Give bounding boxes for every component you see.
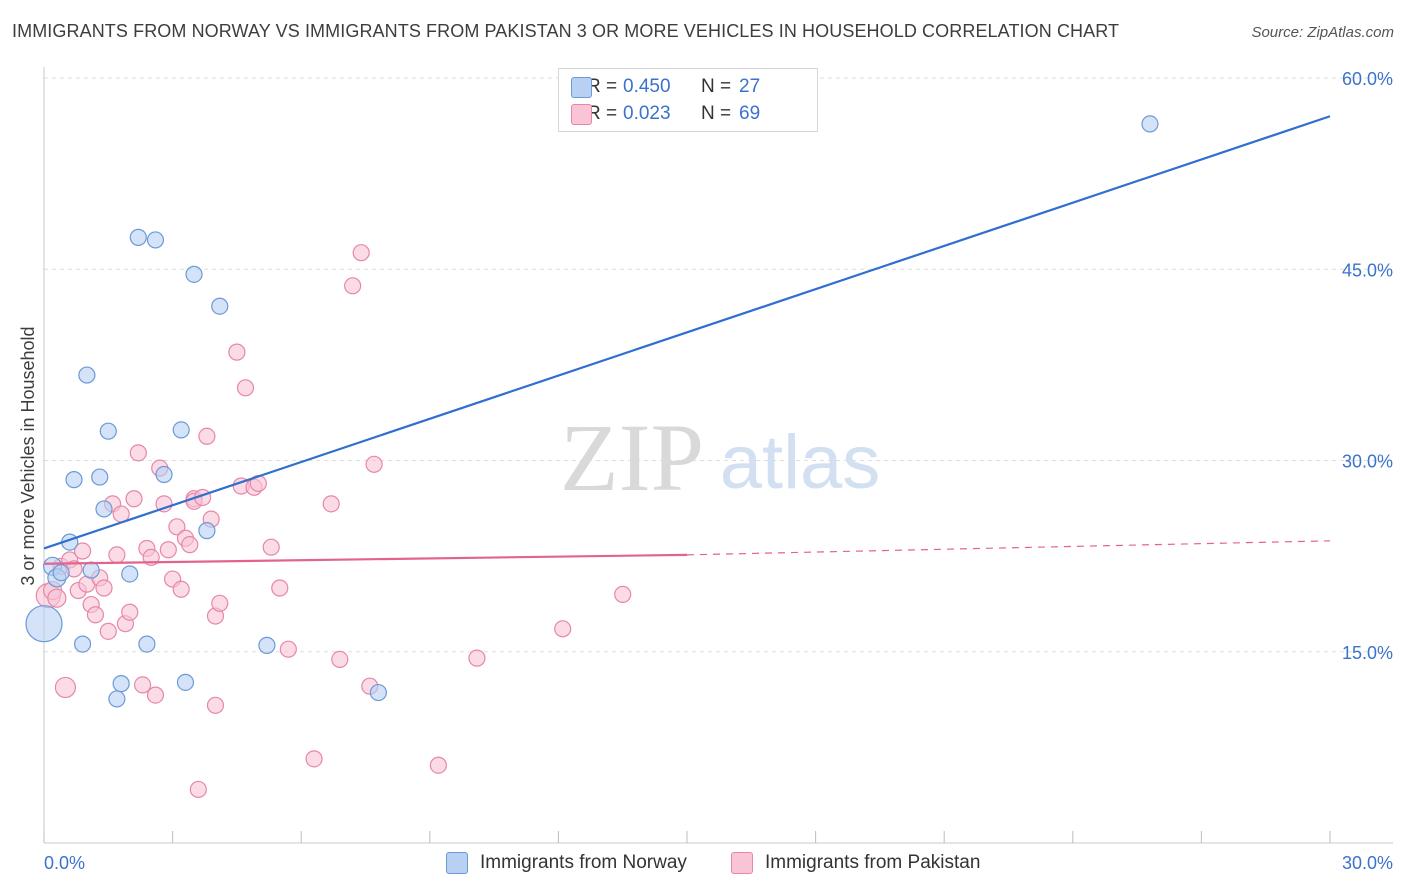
pakistan-point	[279, 640, 297, 658]
pakistan-legend-label: Immigrants from Pakistan	[765, 852, 981, 873]
watermark-atlas: atlas	[720, 420, 881, 505]
norway-point	[112, 675, 130, 693]
data-points	[25, 115, 1159, 799]
norway-point	[121, 565, 139, 583]
pakistan-point	[121, 603, 139, 621]
y-axis-label: 3 or more Vehicles in Household	[18, 326, 38, 585]
pakistan-point	[86, 606, 105, 624]
norway-point	[73, 635, 92, 653]
norway-point	[82, 561, 100, 579]
pakistan-point	[125, 490, 143, 508]
pakistan-legend-swatch	[731, 852, 753, 874]
y-tick-labels: 15.0% 30.0% 45.0% 60.0%	[1342, 69, 1393, 663]
norway-point	[185, 265, 203, 283]
pakistan-point	[262, 538, 280, 556]
pakistan-swatch	[571, 104, 592, 125]
norway-point	[138, 635, 156, 653]
pakistan-point	[365, 455, 383, 473]
axes	[43, 67, 1393, 844]
pakistan-point	[352, 244, 370, 262]
pakistan-point	[133, 676, 152, 694]
norway-point	[95, 500, 113, 518]
chart-title: IMMIGRANTS FROM NORWAY VS IMMIGRANTS FRO…	[12, 21, 1120, 41]
pakistan-point	[228, 343, 246, 361]
bottom-legend-norway: Immigrants from Norway	[446, 852, 687, 874]
legend-n-label: N =	[701, 103, 732, 124]
pakistan-point	[305, 750, 323, 768]
pakistan-point	[95, 579, 113, 597]
legend-n-value: 27	[739, 76, 761, 97]
norway-legend-swatch	[446, 852, 468, 874]
pakistan-point	[344, 277, 362, 295]
pakistan-point	[236, 379, 255, 397]
norway-legend-label: Immigrants from Norway	[480, 852, 687, 873]
pakistan-point	[168, 518, 186, 536]
pakistan-point	[99, 622, 117, 640]
watermark-zip: ZIP	[560, 404, 704, 511]
pakistan-point	[322, 495, 340, 513]
pakistan-point	[271, 579, 289, 597]
x-tick-label: 0.0%	[44, 853, 85, 873]
legend-r-label: R =	[587, 103, 618, 124]
pakistan-point	[146, 686, 165, 704]
norway-point	[129, 228, 147, 246]
y-tick-label: 30.0%	[1342, 452, 1393, 472]
pakistan-point	[73, 542, 92, 560]
norway-point	[91, 468, 109, 486]
norway-point	[65, 471, 83, 489]
legend-row-pakistan: R = 0.023 N = 69	[571, 102, 761, 126]
legend-n-label: N =	[701, 76, 732, 97]
norway-point	[211, 297, 229, 315]
norway-point	[108, 690, 126, 708]
norway-point	[258, 636, 276, 654]
norway-point	[369, 683, 387, 702]
pakistan-point	[108, 546, 126, 564]
norway-trend-line	[43, 115, 1331, 550]
legend-n-value: 69	[739, 103, 761, 124]
y-tick-label: 60.0%	[1342, 69, 1393, 89]
pakistan-point	[206, 696, 225, 714]
pakistan-point	[181, 536, 199, 554]
watermark: ZIP atlas	[560, 404, 880, 511]
pakistan-point	[47, 588, 67, 608]
pakistan-point	[172, 580, 190, 598]
bottom-legend-pakistan: Immigrants from Pakistan	[731, 852, 980, 874]
pakistan-point	[159, 541, 177, 559]
norway-point	[146, 231, 165, 249]
norway-point	[176, 673, 195, 691]
legend-r-value: 0.450	[623, 76, 671, 97]
pakistan-trend-line	[43, 553, 688, 565]
pakistan-point	[211, 594, 229, 612]
norway-point	[25, 605, 63, 643]
norway-point	[78, 366, 96, 384]
legend-row-norway: R = 0.450 N = 27	[571, 75, 761, 99]
x-tick-label: 30.0%	[1342, 853, 1393, 873]
norway-point	[155, 465, 173, 484]
pakistan-point	[54, 676, 77, 699]
legend-r-value: 0.023	[623, 103, 671, 124]
y-tick-label: 45.0%	[1342, 260, 1393, 280]
trend-lines	[43, 115, 1331, 565]
pakistan-point	[189, 780, 207, 799]
norway-point	[99, 422, 117, 440]
pakistan-trend-line-extrapolated	[686, 540, 1331, 556]
norway-swatch	[571, 77, 592, 98]
pakistan-point	[429, 756, 447, 774]
pakistan-point	[614, 585, 632, 603]
legend-r-label: R =	[587, 76, 618, 97]
norway-point	[198, 522, 216, 540]
norway-point	[172, 421, 190, 439]
norway-point	[1141, 115, 1159, 133]
pakistan-point	[331, 650, 349, 669]
y-tick-label: 15.0%	[1342, 643, 1393, 663]
pakistan-point	[198, 427, 216, 445]
norway-point	[52, 564, 70, 582]
pakistan-point	[129, 444, 147, 462]
pakistan-point	[468, 649, 486, 667]
x-tick-labels: 0.0% 30.0%	[44, 853, 1393, 873]
pakistan-point	[554, 620, 572, 638]
correlation-legend: R = 0.450 N = 27 R = 0.023 N = 69	[558, 68, 818, 132]
source-label: Source: ZipAtlas.com	[1251, 24, 1394, 41]
